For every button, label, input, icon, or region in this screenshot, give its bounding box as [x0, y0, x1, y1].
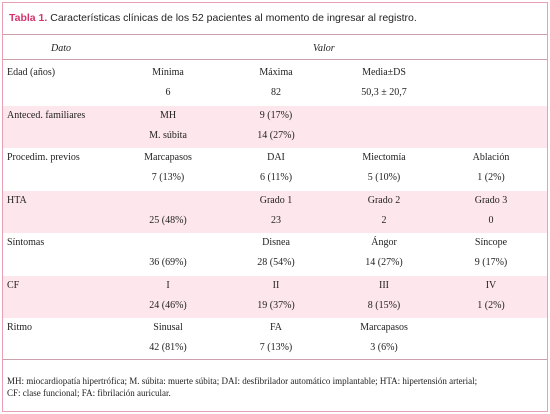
- cell: Síncope: [474, 237, 508, 248]
- cell: 14 (27%): [365, 257, 403, 268]
- cell: Mínima: [152, 67, 184, 78]
- cell: Máxima: [259, 67, 293, 78]
- cell: I: [166, 279, 170, 291]
- cell: Marcapasos: [144, 152, 192, 163]
- cell: Disnea: [262, 237, 290, 248]
- row-label: Procedim. previos: [7, 152, 80, 163]
- cell: MH: [159, 109, 177, 121]
- cell: M. súbita: [149, 129, 187, 141]
- title-label: Tabla 1.: [9, 12, 48, 24]
- cell: 8 (15%): [367, 299, 401, 311]
- row-band: [3, 275, 547, 318]
- cell: DAI: [267, 152, 285, 163]
- rule: [3, 59, 547, 60]
- cell: 82: [271, 87, 281, 98]
- cell: Grado 3: [474, 194, 508, 206]
- row-label: Edad (años): [7, 67, 56, 78]
- cell: 19 (37%): [257, 299, 295, 311]
- header-cell: Valor: [313, 43, 335, 54]
- cell: Miectomía: [362, 152, 406, 163]
- cell: 0: [488, 214, 494, 226]
- header-cell: Dato: [51, 43, 71, 54]
- row-label: CF: [7, 279, 20, 291]
- footnote: CF: clase funcional; FA: fibrilación aur…: [7, 388, 171, 398]
- cell: Marcapasos: [360, 322, 408, 333]
- cell: 6 (11%): [259, 172, 293, 183]
- cell: Ángor: [371, 237, 397, 248]
- title-text: Características clínicas de los 52 pacie…: [50, 12, 417, 24]
- cell: 1 (2%): [477, 172, 505, 183]
- cell: 25 (48%): [149, 214, 187, 226]
- rule: [3, 34, 547, 35]
- row-label: Anteced. familiares: [7, 109, 86, 121]
- cell: Ablación: [472, 152, 510, 163]
- row-band: [3, 105, 547, 148]
- cell: 42 (81%): [149, 342, 187, 353]
- cell: Grado 1: [259, 194, 293, 206]
- cell: 9 (17%): [474, 257, 508, 268]
- cell: 9 (17%): [259, 109, 293, 121]
- cell: 50,3 ± 20,7: [361, 87, 407, 98]
- cell: 24 (46%): [149, 299, 187, 311]
- cell: 2: [381, 214, 387, 226]
- cell: 23: [271, 214, 281, 226]
- cell: II: [272, 279, 280, 291]
- cell: 1 (2%): [477, 299, 505, 311]
- rule: [3, 359, 547, 360]
- cell: 36 (69%): [149, 257, 187, 268]
- cell: 6: [165, 87, 171, 98]
- cell: 5 (10%): [367, 172, 401, 183]
- cell: III: [379, 279, 389, 291]
- row-label: Ritmo: [7, 322, 33, 333]
- row-label: HTA: [7, 194, 27, 206]
- cell: 7 (13%): [259, 342, 293, 353]
- cell: Media±DS: [362, 67, 406, 78]
- cell: Grado 2: [367, 194, 401, 206]
- cell: IV: [485, 279, 497, 291]
- footnote: MH: miocardiopatía hipertrófica; M. súbi…: [7, 376, 478, 386]
- row-label: Síntomas: [7, 237, 45, 248]
- cell: 7 (13%): [151, 172, 185, 183]
- cell: 28 (54%): [257, 257, 295, 268]
- row-band: [3, 190, 547, 233]
- cell: FA: [269, 322, 283, 333]
- cell: 3 (6%): [370, 342, 398, 353]
- title: Tabla 1. Características clínicas de los…: [9, 12, 417, 24]
- cell: Sinusal: [153, 322, 183, 333]
- cell: 14 (27%): [257, 129, 295, 141]
